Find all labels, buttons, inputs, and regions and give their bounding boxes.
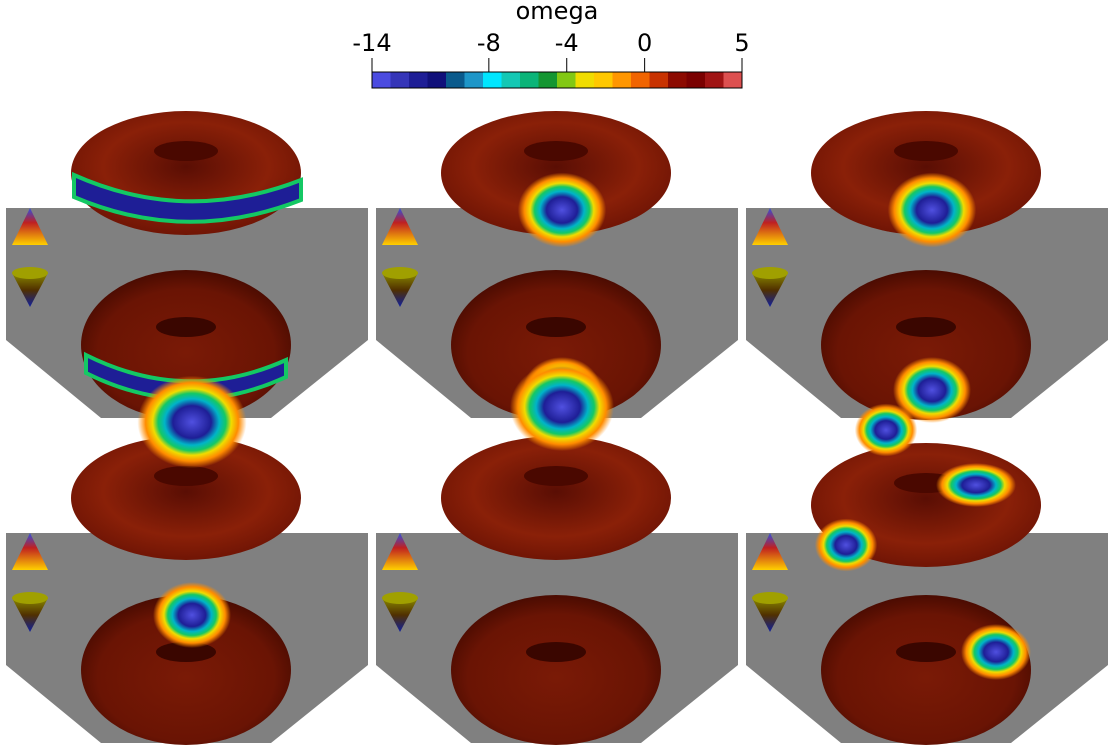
- vortex: [510, 363, 614, 451]
- colorbar-swatch: [723, 72, 743, 88]
- cone-up: [382, 208, 418, 245]
- panel: [746, 403, 1108, 745]
- colorbar-swatch: [520, 72, 539, 88]
- cone-cap: [752, 592, 788, 604]
- torus-hole: [526, 317, 586, 337]
- colorbar-swatch: [705, 72, 724, 88]
- cone-up: [752, 208, 788, 245]
- vortex: [936, 463, 1016, 507]
- colorbar-swatch: [464, 72, 484, 88]
- colorbar-swatch: [631, 72, 650, 88]
- cone-down: [382, 598, 418, 632]
- colorbar-swatch: [575, 72, 595, 88]
- vortex: [893, 357, 971, 423]
- torus-hole: [894, 141, 958, 161]
- torus-upper: [71, 436, 301, 560]
- vortex: [887, 172, 977, 248]
- torus-hole: [524, 141, 588, 161]
- torus-hole: [896, 642, 956, 662]
- colorbar-swatch: [390, 72, 410, 88]
- vortex: [517, 172, 607, 248]
- panels: [6, 111, 1108, 745]
- cone-cap: [752, 267, 788, 279]
- colorbar-swatch: [612, 72, 632, 88]
- panel: [376, 111, 738, 423]
- cone-up: [12, 208, 48, 245]
- cone-down: [12, 273, 48, 307]
- torus-upper: [441, 436, 671, 560]
- cone-down: [752, 598, 788, 632]
- colorbar-swatch: [538, 72, 558, 88]
- colorbar-swatch: [557, 72, 576, 88]
- colorbar-frame: [371, 71, 743, 89]
- colorbar-title: omega: [516, 0, 599, 25]
- colorbar-swatch: [483, 72, 502, 88]
- cone-cap: [12, 592, 48, 604]
- colorbar-tick-label: -8: [477, 29, 501, 57]
- colorbar-swatch: [668, 72, 687, 88]
- torus-lower: [451, 270, 661, 420]
- vortex: [814, 518, 878, 572]
- colorbar-swatch: [446, 72, 465, 88]
- vortex: [137, 375, 247, 469]
- torus-hole: [154, 466, 218, 486]
- band: [84, 351, 288, 402]
- panel: [6, 111, 368, 420]
- band: [72, 171, 303, 224]
- torus-hole: [896, 317, 956, 337]
- cone-cap: [12, 267, 48, 279]
- cone-up: [382, 533, 418, 570]
- colorbar-tick-label: 0: [637, 29, 652, 57]
- colorbar-swatch: [649, 72, 669, 88]
- cone-down: [12, 598, 48, 632]
- torus-hole: [526, 642, 586, 662]
- torus-lower: [451, 595, 661, 745]
- cone-up: [752, 533, 788, 570]
- colorbar-swatch: [686, 72, 706, 88]
- cone-cap: [382, 592, 418, 604]
- cone-up: [12, 533, 48, 570]
- colorbar: omega -14 -8 -4 0 5: [352, 0, 750, 89]
- vortex: [854, 403, 918, 457]
- colorbar-tick-label: -14: [352, 29, 391, 57]
- colorbar-swatch: [501, 72, 521, 88]
- colorbar-swatch: [594, 72, 613, 88]
- torus-lower: [821, 270, 1031, 420]
- cone-cap: [382, 267, 418, 279]
- colorbar-tick-label: 5: [734, 29, 749, 57]
- colorbar-swatch: [372, 72, 391, 88]
- colorbar-tick-label: -4: [555, 29, 579, 57]
- panel: [6, 375, 368, 745]
- panel: [376, 363, 738, 745]
- torus-hole: [154, 141, 218, 161]
- colorbar-swatch: [409, 72, 428, 88]
- cone-down: [752, 273, 788, 307]
- vortex: [153, 582, 231, 648]
- colorbar-swatch: [427, 72, 447, 88]
- cone-down: [382, 273, 418, 307]
- panel: [746, 111, 1108, 423]
- torus-lower: [81, 595, 291, 745]
- vortex: [961, 624, 1031, 680]
- torus-hole: [524, 466, 588, 486]
- torus-hole: [156, 317, 216, 337]
